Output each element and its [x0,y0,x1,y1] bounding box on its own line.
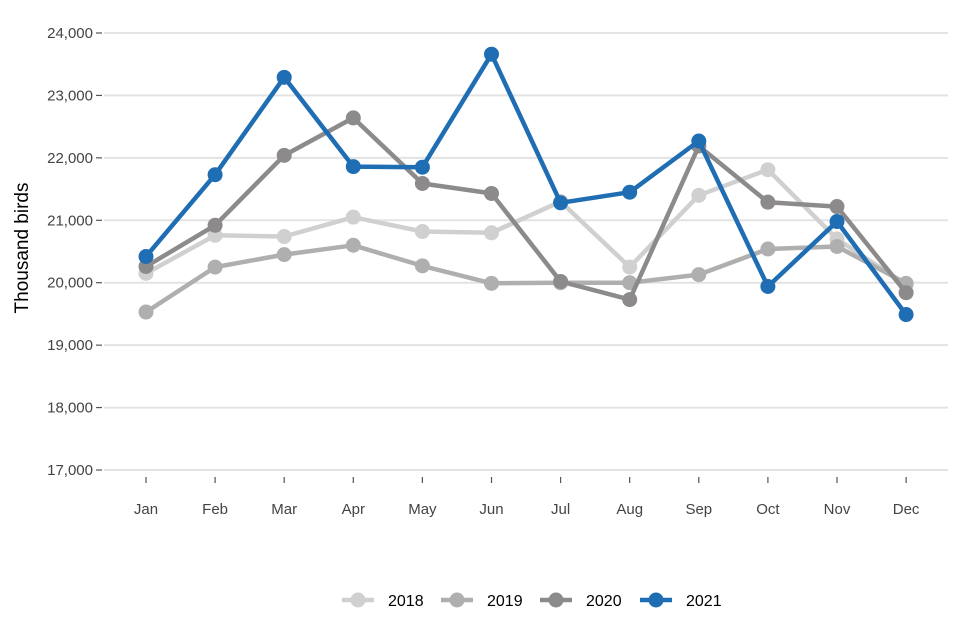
y-tick-label: 21,000 [47,212,93,229]
point-2021-sep [691,133,707,149]
series-line-2018 [143,167,909,287]
point-2020-dec [898,285,914,301]
point-2019-feb [207,259,223,275]
series-2021 [138,46,914,323]
y-axis-label: Thousand birds [12,183,33,314]
series-group [138,46,914,323]
y-tick-label: 19,000 [47,337,93,354]
x-tick-label-jan: Jan [134,501,158,518]
point-2018-sep [691,187,707,203]
x-tick-label-may: May [408,501,437,518]
point-2021-mar [276,69,292,85]
point-2020-oct [760,194,776,210]
point-2020-jul [553,273,569,289]
legend-item-2018: 2018 [342,592,424,610]
point-2018-may [414,224,430,240]
legend-item-2019: 2019 [441,592,523,610]
point-2021-jun [484,46,499,62]
x-tick-label-nov: Nov [824,501,851,518]
point-2018-aug [622,259,638,275]
point-2021-oct [760,278,776,294]
y-tick-label: 24,000 [47,25,93,42]
y-tick-label: 23,000 [47,87,93,104]
gridlines [104,32,948,471]
point-2019-jun [484,275,499,291]
x-tick-label-dec: Dec [893,501,920,518]
series-2020 [138,110,914,308]
point-2020-nov [829,199,845,215]
legend-label: 2019 [487,593,523,610]
legend: 2018 2019 2020 2021 [342,592,722,610]
point-2021-feb [207,167,223,183]
x-tick-label-apr: Apr [342,501,365,518]
point-2019-nov [829,239,845,255]
legend-swatch-marker [648,592,664,608]
legend-swatch-marker [350,592,366,608]
point-2019-sep [691,267,707,283]
point-2019-mar [276,247,292,263]
point-2021-may [414,159,430,175]
x-tick-label-aug: Aug [616,501,643,518]
legend-label: 2018 [388,593,424,610]
legend-label: 2020 [586,593,622,610]
series-line-2021 [143,51,909,317]
legend-label: 2021 [686,593,722,610]
point-2018-jun [484,225,499,241]
point-2020-feb [207,217,223,233]
point-2021-jul [553,195,569,211]
x-axis: Jan Feb Mar Apr May Jun Jul Aug Sep Oct Nov Dec [134,477,920,518]
series-2018 [138,162,914,293]
point-2021-nov [829,214,845,230]
point-2019-may [414,258,430,274]
x-tick-label-oct: Oct [756,501,780,518]
y-tick-label: 20,000 [47,275,93,292]
x-tick-label-mar: Mar [271,501,297,518]
y-tick-label: 18,000 [47,400,93,417]
point-2020-may [414,175,430,191]
legend-swatch-marker [449,592,465,608]
point-2020-jun [484,185,499,201]
y-tick-label: 17,000 [47,462,93,479]
y-axis: 17,000 18,000 19,000 20,000 21,000 22,000 23,0… [47,25,102,479]
point-2020-aug [622,292,638,308]
point-2019-jan [138,304,154,320]
point-2019-apr [345,237,361,253]
point-2020-mar [276,147,292,163]
point-2019-oct [760,241,776,257]
point-2018-apr [345,209,361,225]
point-2018-oct [760,162,776,178]
legend-item-2020: 2020 [540,592,622,610]
point-2021-jan [138,248,154,264]
point-2018-mar [276,229,292,245]
y-tick-label: 22,000 [47,150,93,167]
point-2020-apr [345,110,361,126]
series-line-2019 [143,243,909,315]
x-tick-label-sep: Sep [685,501,712,518]
series-2019 [138,237,914,320]
point-2021-aug [622,184,638,200]
point-2021-dec [898,307,914,323]
series-line-2020 [143,115,909,302]
x-tick-label-feb: Feb [202,501,228,518]
legend-swatch-marker [548,592,564,608]
legend-item-2021: 2021 [640,592,722,610]
x-tick-label-jun: Jun [479,501,503,518]
x-tick-label-jul: Jul [551,501,570,518]
point-2021-apr [345,159,361,175]
